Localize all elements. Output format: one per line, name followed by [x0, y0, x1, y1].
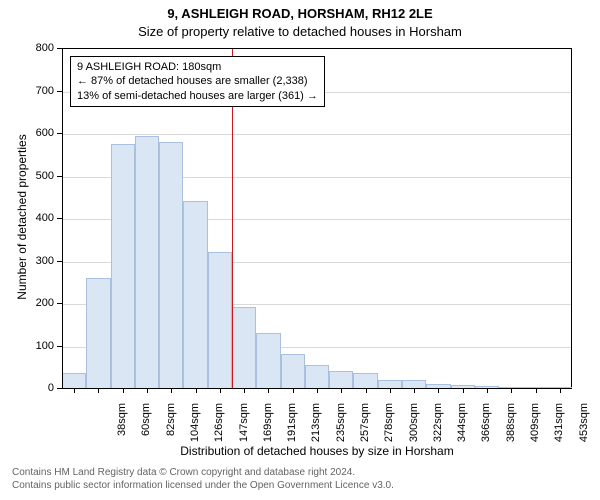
x-tick-mark [438, 388, 439, 393]
histogram-bar [135, 136, 159, 388]
y-tick-label: 600 [26, 127, 54, 139]
histogram-bar [353, 373, 377, 388]
y-tick-mark [57, 346, 62, 347]
x-tick-label: 344sqm [456, 403, 468, 453]
x-tick-mark [196, 388, 197, 393]
info-box: 9 ASHLEIGH ROAD: 180sqm ← 87% of detache… [70, 56, 325, 107]
histogram-bar [329, 371, 353, 388]
y-axis-line [62, 48, 63, 388]
histogram-bar [183, 201, 207, 388]
title-address: 9, ASHLEIGH ROAD, HORSHAM, RH12 2LE [0, 6, 600, 21]
x-tick-mark [98, 388, 99, 393]
x-tick-label: 235sqm [335, 403, 347, 453]
histogram-bar [159, 142, 183, 389]
x-tick-mark [390, 388, 391, 393]
histogram-bar [256, 333, 280, 388]
y-tick-label: 0 [26, 382, 54, 394]
x-tick-label: 366sqm [480, 403, 492, 453]
x-tick-mark [147, 388, 148, 393]
x-tick-mark [560, 388, 561, 393]
footer-line-2: Contains public sector information licen… [12, 479, 394, 492]
x-tick-label: 409sqm [529, 403, 541, 453]
x-tick-mark [463, 388, 464, 393]
footer: Contains HM Land Registry data © Crown c… [12, 466, 394, 492]
chart-container: 9, ASHLEIGH ROAD, HORSHAM, RH12 2LE Size… [0, 0, 600, 500]
x-tick-mark [341, 388, 342, 393]
x-tick-mark [244, 388, 245, 393]
y-tick-mark [57, 48, 62, 49]
x-tick-mark [366, 388, 367, 393]
y-tick-label: 800 [26, 42, 54, 54]
y-tick-mark [57, 176, 62, 177]
histogram-bar [62, 373, 86, 388]
x-tick-mark [268, 388, 269, 393]
y-tick-label: 500 [26, 170, 54, 182]
y-tick-mark [57, 303, 62, 304]
x-tick-mark [220, 388, 221, 393]
histogram-bar [305, 365, 329, 388]
x-tick-label: 213sqm [310, 403, 322, 453]
x-tick-label: 104sqm [189, 403, 201, 453]
x-tick-label: 278sqm [383, 403, 395, 453]
x-tick-label: 300sqm [408, 403, 420, 453]
y-tick-mark [57, 133, 62, 134]
footer-line-1: Contains HM Land Registry data © Crown c… [12, 466, 394, 479]
histogram-bar [111, 144, 135, 388]
info-line-3: 13% of semi-detached houses are larger (… [77, 89, 318, 103]
x-tick-label: 388sqm [505, 403, 517, 453]
histogram-bar [232, 307, 256, 388]
x-tick-label: 453sqm [578, 403, 590, 453]
gridline [62, 134, 571, 135]
info-line-1: 9 ASHLEIGH ROAD: 180sqm [77, 60, 318, 74]
y-tick-mark [57, 261, 62, 262]
x-tick-label: 147sqm [238, 403, 250, 453]
x-tick-label: 322sqm [432, 403, 444, 453]
y-tick-label: 300 [26, 255, 54, 267]
x-tick-mark [293, 388, 294, 393]
histogram-bar [378, 380, 402, 389]
x-tick-label: 431sqm [553, 403, 565, 453]
y-tick-mark [57, 91, 62, 92]
x-tick-mark [414, 388, 415, 393]
y-tick-mark [57, 218, 62, 219]
x-tick-label: 82sqm [165, 403, 177, 453]
y-tick-label: 700 [26, 85, 54, 97]
x-tick-mark [511, 388, 512, 393]
x-tick-label: 38sqm [116, 403, 128, 453]
x-tick-mark [171, 388, 172, 393]
histogram-bar [402, 380, 426, 388]
histogram-bar [86, 278, 110, 389]
y-tick-label: 200 [26, 297, 54, 309]
x-tick-mark [74, 388, 75, 393]
histogram-bar [208, 252, 232, 388]
y-tick-mark [57, 388, 62, 389]
x-tick-mark [487, 388, 488, 393]
x-tick-label: 126sqm [213, 403, 225, 453]
x-tick-label: 191sqm [286, 403, 298, 453]
x-tick-label: 169sqm [262, 403, 274, 453]
x-tick-mark [123, 388, 124, 393]
title-subtitle: Size of property relative to detached ho… [0, 24, 600, 39]
x-tick-mark [536, 388, 537, 393]
histogram-bar [281, 354, 305, 388]
x-tick-label: 257sqm [359, 403, 371, 453]
x-tick-label: 60sqm [140, 403, 152, 453]
y-tick-label: 400 [26, 212, 54, 224]
info-line-2: ← 87% of detached houses are smaller (2,… [77, 74, 318, 88]
x-tick-mark [317, 388, 318, 393]
y-tick-label: 100 [26, 340, 54, 352]
